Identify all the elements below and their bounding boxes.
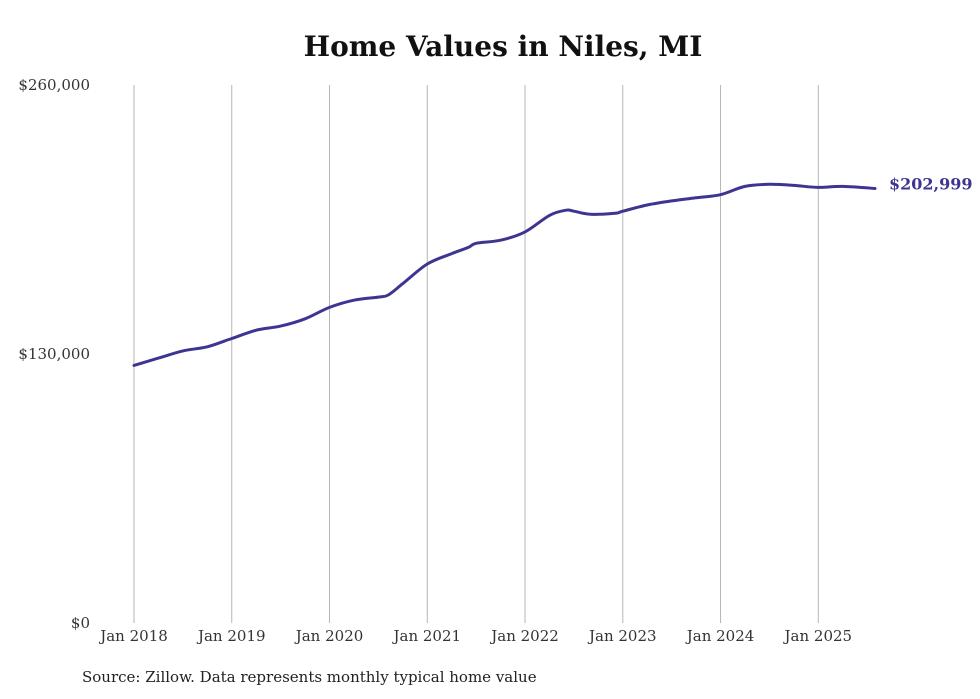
series-line: [132, 182, 877, 367]
x-tick-label: Jan 2025: [783, 627, 853, 645]
y-tick-label: $0: [71, 614, 90, 632]
x-tick-label: Jan 2018: [98, 627, 168, 645]
x-tick-label: Jan 2024: [685, 627, 755, 645]
x-tick-label: Jan 2023: [587, 627, 657, 645]
x-tick-label: Jan 2021: [391, 627, 461, 645]
chart-title: Home Values in Niles, MI: [303, 30, 703, 63]
x-tick-label: Jan 2022: [489, 627, 559, 645]
x-tick-label: Jan 2019: [196, 627, 266, 645]
y-tick-label: $260,000: [18, 76, 90, 94]
line-chart: $0 $130,000 $260,000 Jan 2018 Jan 2019 Jan 2…: [18, 76, 973, 645]
end-value-label: $202,999: [889, 174, 973, 193]
y-tick-label: $130,000: [18, 345, 90, 363]
x-tick-label: Jan 2020: [294, 627, 364, 645]
source-note: Source: Zillow. Data represents monthly …: [82, 668, 537, 686]
